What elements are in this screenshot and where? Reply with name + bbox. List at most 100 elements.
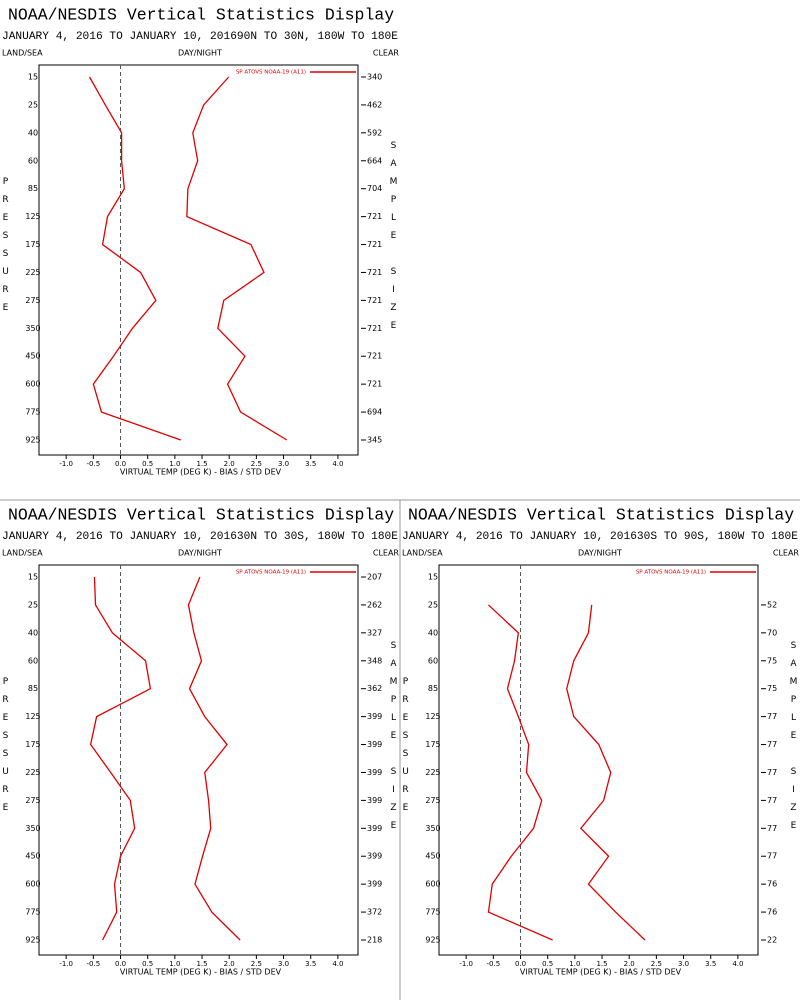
plot-frame: [438, 564, 759, 956]
y-tick-label: 85: [28, 184, 38, 193]
title: NOAA/NESDIS Vertical Statistics Display: [408, 505, 794, 524]
x-tick-label: 1.0: [169, 960, 180, 968]
y-tick-label: 600: [425, 880, 440, 889]
sample-size: 218: [367, 936, 382, 945]
x-axis-label: VIRTUAL TEMP (DEG K) - BIAS / STD DEV: [120, 968, 282, 977]
y-tick-label: 350: [425, 824, 440, 833]
corner-label: LAND/SEA: [402, 549, 443, 558]
x-tick-label: -1.0: [59, 460, 73, 468]
y-tick-label: 450: [25, 352, 40, 361]
sample-size: 348: [367, 656, 382, 665]
sample-size: 70: [767, 628, 777, 637]
y-tick-label: 175: [25, 740, 40, 749]
sample-size: 77: [767, 824, 777, 833]
x-tick-label: 2.5: [651, 960, 662, 968]
corner-label: DAY/NIGHT: [178, 49, 222, 58]
sample-size: 399: [367, 880, 382, 889]
x-tick-label: 2.0: [224, 960, 235, 968]
region: 30N TO 30S, 180W TO 180E: [237, 531, 398, 543]
sample-size: 77: [767, 768, 777, 777]
plot-frame: [38, 564, 359, 956]
sample-size: 694: [367, 408, 382, 417]
y-tick-label: 60: [428, 656, 438, 665]
x-tick-label: 4.0: [332, 960, 343, 968]
x-tick-label: -0.5: [87, 960, 101, 968]
corner-label: DAY/NIGHT: [578, 549, 622, 558]
corner-label: LAND/SEA: [2, 49, 43, 58]
y2-axis-label: SAMPLE SIZE: [389, 641, 399, 839]
x-tick-label: 0.5: [142, 960, 153, 968]
sample-size: 52: [767, 600, 777, 609]
corner-label: CLEAR: [773, 549, 800, 558]
y-tick-label: 125: [25, 712, 40, 721]
y-tick-label: 225: [25, 268, 40, 277]
x-tick-label: 3.5: [305, 460, 316, 468]
sample-size: 362: [367, 684, 382, 693]
sample-size: 399: [367, 824, 382, 833]
title: NOAA/NESDIS Vertical Statistics Display: [8, 505, 394, 524]
legend-label: SP ATOVS NOAA-19 (A11): [236, 570, 306, 576]
date-range: JANUARY 4, 2016 TO JANUARY 10, 2016: [2, 31, 237, 43]
profile-line: [88, 76, 182, 441]
sample-size: 76: [767, 880, 777, 889]
sample-size: 207: [367, 573, 382, 582]
x-tick-label: 4.0: [332, 460, 343, 468]
y-tick-label: 25: [28, 100, 38, 109]
sample-size: 75: [767, 684, 777, 693]
corner-label: CLEAR: [373, 49, 400, 58]
y-tick-label: 600: [25, 880, 40, 889]
x-tick-label: 3.5: [305, 960, 316, 968]
x-tick-label: 2.0: [624, 960, 635, 968]
legend-label: SP ATOVS NOAA-19 (A11): [636, 570, 706, 576]
y-tick-label: 775: [25, 908, 40, 917]
y-tick-label: 225: [425, 768, 440, 777]
x-tick-label: 0.0: [515, 960, 526, 968]
panel: NOAA/NESDIS Vertical Statistics Display J…: [1, 5, 400, 476]
sample-size: 704: [367, 184, 382, 193]
sample-size: 592: [367, 128, 382, 137]
panel: NOAA/NESDIS Vertical Statistics Display J…: [401, 505, 800, 976]
sample-size: 77: [767, 740, 777, 749]
sample-size: 721: [367, 240, 382, 249]
y-tick-label: 25: [28, 600, 38, 609]
y-tick-label: 60: [28, 656, 38, 665]
sample-size: 721: [367, 380, 382, 389]
x-tick-label: 1.5: [196, 460, 207, 468]
x-tick-label: 1.5: [596, 960, 607, 968]
sample-size: 372: [367, 908, 382, 917]
y-tick-label: 60: [28, 156, 38, 165]
sample-size: 399: [367, 768, 382, 777]
sample-size: 340: [367, 73, 382, 82]
x-tick-label: 3.0: [278, 960, 289, 968]
subtitle: JANUARY 4, 2016 TO JANUARY 10, 2016 30S T…: [402, 531, 798, 543]
x-tick-label: -1.0: [59, 960, 73, 968]
x-tick-label: 0.5: [142, 460, 153, 468]
x-tick-label: 0.0: [115, 460, 126, 468]
x-axis-label: VIRTUAL TEMP (DEG K) - BIAS / STD DEV: [520, 968, 682, 977]
sample-size: 76: [767, 908, 777, 917]
y-tick-label: 775: [25, 408, 40, 417]
profile-line: [89, 576, 152, 941]
sample-size: 664: [367, 156, 382, 165]
y-tick-label: 450: [25, 852, 40, 861]
sample-size: 327: [367, 628, 382, 637]
date-range: JANUARY 4, 2016 TO JANUARY 10, 2016: [402, 531, 637, 543]
panel: NOAA/NESDIS Vertical Statistics Display J…: [1, 505, 400, 976]
y-tick-label: 275: [25, 796, 40, 805]
x-tick-label: 1.0: [569, 960, 580, 968]
y-tick-label: 925: [25, 436, 40, 445]
y-tick-label: 85: [428, 684, 438, 693]
sample-size: 75: [767, 656, 777, 665]
y-axis-label: PRESSURE: [1, 677, 11, 821]
region: 30S TO 90S, 180W TO 180E: [637, 531, 798, 543]
corner-label: DAY/NIGHT: [178, 549, 222, 558]
subtitle: JANUARY 4, 2016 TO JANUARY 10, 2016 90N T…: [2, 31, 398, 43]
x-tick-label: 2.5: [251, 960, 262, 968]
x-tick-label: -1.0: [459, 960, 473, 968]
sample-size: 399: [367, 712, 382, 721]
legend-label: SP ATOVS NOAA-19 (A11): [236, 70, 306, 76]
x-tick-label: 4.0: [732, 960, 743, 968]
profile-line: [187, 576, 241, 941]
x-tick-label: 2.5: [251, 460, 262, 468]
